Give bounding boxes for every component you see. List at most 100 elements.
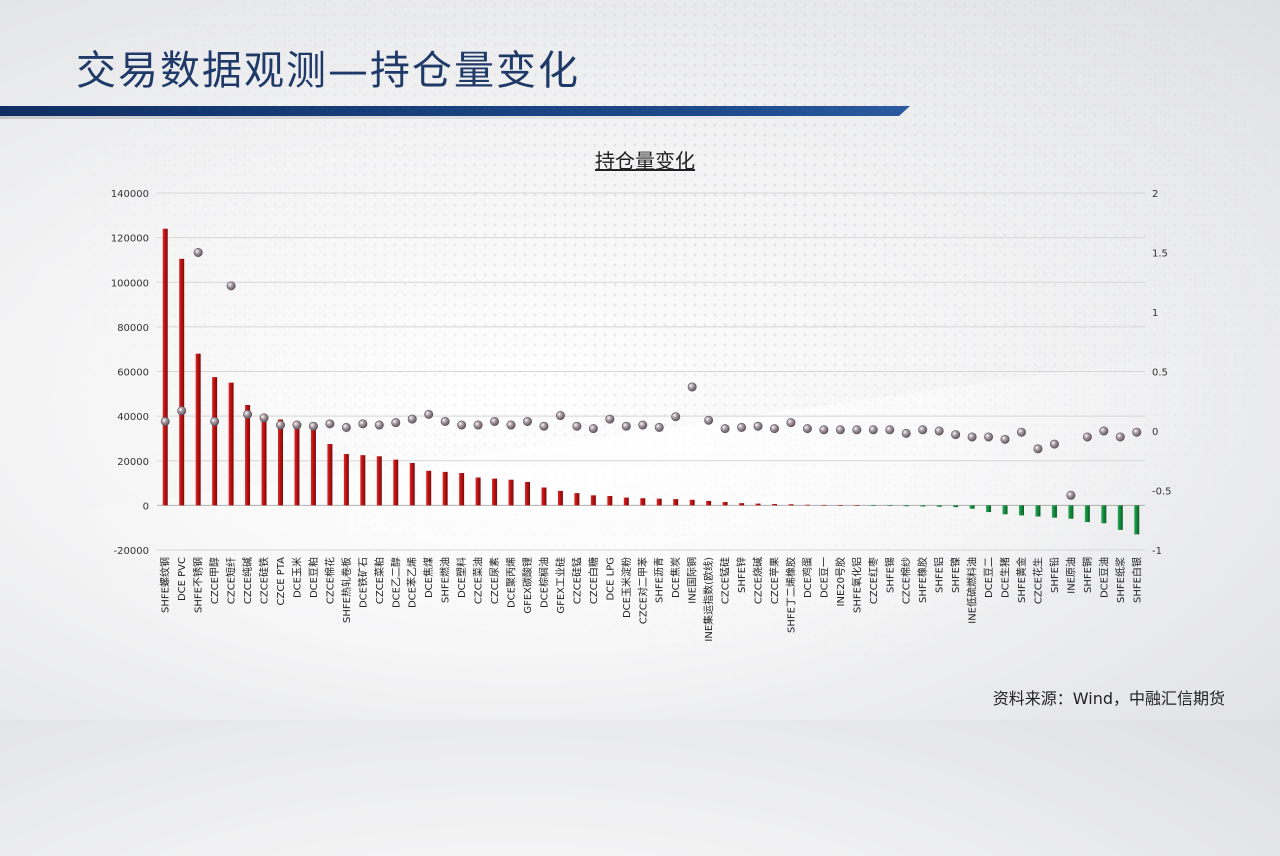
data-point (588, 424, 598, 434)
data-point (605, 414, 615, 424)
x-axis-category-label: CZCE红枣 (867, 557, 880, 604)
bar (722, 502, 728, 506)
x-axis-category-label: DCE PVC (177, 557, 188, 601)
bar (442, 471, 448, 506)
bar (294, 422, 300, 506)
bar (310, 427, 316, 506)
left-axis-tick-label: 40000 (117, 412, 149, 423)
left-y-axis: 140000 120000 100000 80000 60000 40000 20000 0 -… (111, 189, 149, 557)
x-axis-category-label: CZCE PTA (276, 557, 287, 606)
bar (360, 455, 366, 506)
x-axis-category-label: SHFE丁二烯橡胶 (784, 557, 797, 633)
bar (788, 504, 794, 506)
data-point (424, 409, 434, 419)
bar (953, 505, 959, 508)
data-point (1016, 427, 1026, 437)
data-point (1132, 427, 1142, 437)
data-point (671, 412, 681, 422)
x-axis-category-label: DCE豆二 (983, 557, 995, 598)
bar (525, 481, 530, 506)
data-point (358, 419, 368, 429)
data-point (934, 426, 944, 436)
x-axis-category-label: CZCE菜粕 (373, 557, 386, 604)
x-axis-category-label: DCE LPG (605, 557, 616, 601)
bar (343, 454, 349, 506)
x-axis-category-label: INE国际铜 (687, 557, 699, 604)
bar (656, 498, 662, 506)
data-point (654, 422, 664, 432)
x-axis-category-label: SHFE氧化铝 (850, 557, 863, 613)
data-point (243, 409, 253, 419)
bar (854, 505, 860, 506)
bar (245, 404, 251, 506)
data-point (226, 281, 236, 291)
bar (1035, 505, 1041, 517)
bar (393, 459, 399, 506)
data-point (737, 422, 747, 432)
bar (837, 505, 843, 506)
data-point (292, 420, 302, 430)
x-axis-category-label: INE低硫燃料油 (966, 557, 979, 624)
bar (920, 505, 926, 507)
bar (1117, 505, 1123, 530)
bar (1084, 505, 1090, 523)
x-axis-category-label: DCE铁矿石 (356, 557, 369, 608)
x-axis-category-label: INE20号胶 (834, 557, 847, 606)
x-axis-category-label: DCE玉米淀粉 (620, 557, 633, 618)
page-title: 交易数据观测—持仓量变化 (76, 48, 580, 94)
data-point (918, 425, 928, 435)
bar (772, 504, 777, 506)
x-axis-category-label: SHFE锡 (883, 557, 896, 593)
right-axis-tick-label: 1 (1152, 308, 1158, 319)
data-point (1000, 434, 1010, 444)
left-axis-tick-label: 0 (143, 501, 149, 512)
data-point (967, 432, 977, 442)
data-point (572, 421, 582, 431)
dot-series (160, 248, 1142, 500)
x-axis-category-label: CZCE硅铁 (258, 557, 271, 604)
gridlines (157, 192, 1145, 551)
data-point (621, 421, 631, 431)
x-axis-category-label: SHFE热轧卷板 (340, 557, 353, 623)
x-axis-category-label: DCE棕榈油 (537, 557, 550, 608)
data-point (193, 248, 203, 258)
data-point (769, 424, 779, 434)
x-axis-category-label: DCE焦炭 (669, 557, 682, 598)
data-point (901, 428, 911, 438)
bar (623, 497, 629, 506)
x-axis-category-label: SHFE镍 (949, 557, 962, 593)
bar (887, 505, 893, 507)
left-axis-tick-label: 80000 (117, 323, 149, 334)
bar (574, 493, 580, 506)
left-axis-tick-label: 140000 (111, 189, 149, 200)
bar (590, 495, 596, 506)
bar (1068, 505, 1074, 519)
data-point (1115, 432, 1125, 442)
left-axis-tick-label: 20000 (117, 457, 149, 468)
data-point (1082, 432, 1092, 442)
left-axis-tick-label: -20000 (114, 546, 149, 557)
x-axis-category-label: CZCE棉花 (323, 557, 336, 604)
x-axis-category-label: DCE豆油 (1097, 557, 1110, 598)
x-axis-category-label: SHFE黄金 (1015, 557, 1028, 603)
x-axis-category-label: SHFE沥青 (653, 557, 666, 603)
bar (673, 499, 679, 506)
x-axis-category-label: DCE苯乙烯 (406, 557, 419, 608)
data-point (868, 425, 878, 435)
bar (376, 456, 382, 506)
bar (969, 505, 975, 509)
data-point (1099, 426, 1109, 436)
x-axis-category-label: CZCE锰硅 (719, 557, 732, 604)
x-axis-category-label: DCE豆粕 (307, 557, 320, 598)
x-axis-category-label: CZCE甲醇 (208, 557, 221, 604)
data-point (1049, 439, 1059, 449)
data-point (440, 416, 450, 426)
data-point (506, 420, 516, 430)
right-axis-tick-label: -0.5 (1152, 487, 1172, 498)
bar (228, 382, 234, 506)
data-point (275, 420, 285, 430)
x-axis-category-label: SHFE铅 (1048, 557, 1061, 593)
x-axis-category-label: INE集运指数(欧线) (702, 557, 715, 642)
x-axis-category-label: DCE焦煤 (422, 557, 435, 598)
right-axis-tick-label: 1.5 (1152, 249, 1168, 260)
